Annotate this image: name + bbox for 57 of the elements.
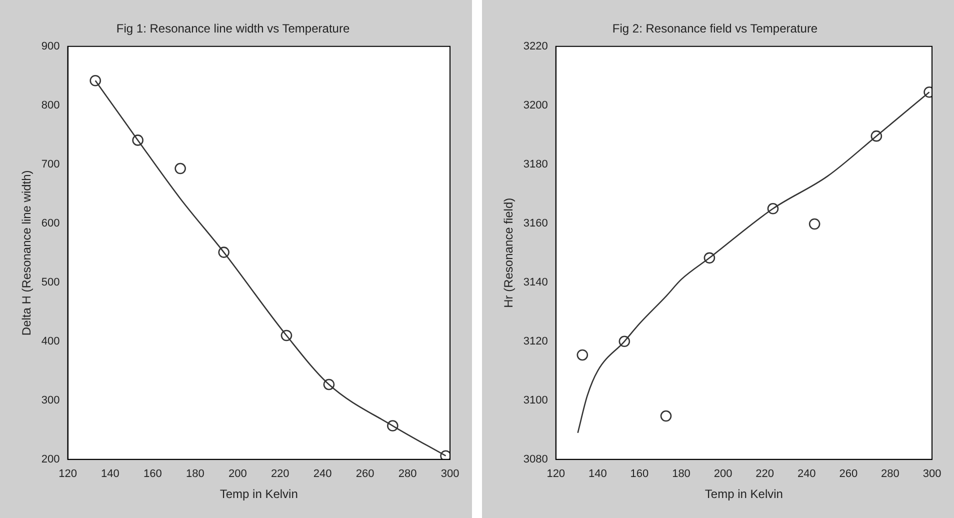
x-tick-label: 140	[588, 468, 607, 480]
x-tick-label: 300	[440, 468, 460, 480]
x-tick-label: 160	[144, 468, 162, 480]
x-tick-label: 240	[313, 468, 332, 480]
point	[660, 410, 672, 422]
point	[704, 252, 716, 264]
point	[576, 349, 588, 361]
y-axis-title: Delta H (Resonance line width)	[20, 170, 34, 336]
x-tick-label: 220	[756, 468, 774, 480]
y-axis-title: Hr (Resonance field)	[502, 198, 516, 308]
y-tick-label: 600	[41, 217, 60, 230]
chart-title: Fig 2: Resonance field vs Temperature	[612, 22, 818, 36]
point	[440, 450, 450, 460]
point	[174, 162, 186, 174]
y-tick-label: 3100	[523, 394, 548, 406]
y-tick-label: 3160	[523, 217, 548, 230]
y-tick-label: 3120	[523, 335, 548, 348]
point	[323, 378, 335, 390]
point	[767, 203, 779, 214]
point	[90, 74, 102, 86]
y-tick-label: 700	[41, 158, 60, 170]
x-tick-label: 260	[839, 468, 858, 480]
y-tick-label: 500	[41, 276, 60, 288]
y-tick-label: 900	[41, 40, 60, 52]
point	[618, 336, 630, 348]
x-tick-label: 180	[672, 468, 690, 480]
point	[387, 420, 398, 432]
y-tick-label: 800	[41, 99, 60, 112]
x-tick-label: 120	[546, 468, 566, 480]
y-tick-label: 3140	[523, 276, 548, 288]
x-axis-title: Temp in Kelvin	[704, 487, 783, 502]
y-tick-label: 200	[41, 453, 60, 466]
y-tick-label: 300	[41, 394, 60, 406]
y-tick-label: 3080	[523, 453, 548, 466]
point	[132, 134, 144, 146]
x-tick-label: 200	[714, 468, 732, 480]
point	[870, 130, 882, 142]
x-tick-label: 240	[797, 468, 816, 480]
x-tick-label: 220	[270, 468, 290, 480]
x-tick-label: 260	[356, 468, 374, 480]
x-tick-label: 280	[881, 468, 900, 480]
x-tick-label: 160	[630, 468, 649, 480]
x-tick-label: 120	[58, 468, 77, 480]
x-tick-label: 300	[922, 468, 942, 480]
point	[280, 330, 292, 342]
y-tick-label: 3200	[523, 99, 548, 112]
x-tick-label: 280	[398, 468, 417, 480]
x-tick-label: 140	[101, 468, 120, 480]
y-tick-label: 3180	[523, 158, 548, 170]
point	[218, 246, 230, 258]
point	[808, 218, 820, 230]
x-tick-label: 180	[186, 468, 204, 480]
y-tick-label: 3220	[523, 40, 548, 52]
x-axis-title: Temp in Kelvin	[220, 487, 298, 502]
chart-title: Fig 1: Resonance line width vs Temperature	[116, 22, 350, 36]
y-tick-label: 400	[41, 335, 60, 348]
x-tick-label: 200	[228, 468, 247, 480]
